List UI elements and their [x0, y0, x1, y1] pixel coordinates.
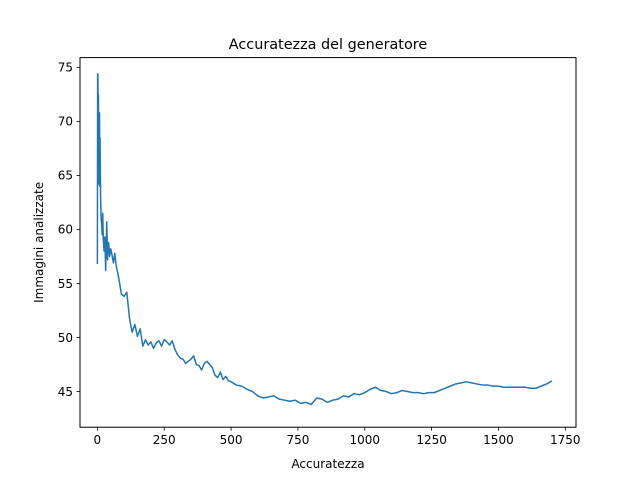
x-tick-label: 0	[94, 433, 102, 447]
y-tick-label: 75	[58, 61, 73, 75]
y-tick-label: 60	[58, 223, 73, 237]
y-tick-label: 55	[58, 277, 73, 291]
y-tick-label: 45	[58, 385, 73, 399]
series-line-0	[96, 73, 553, 406]
x-tick-label: 1500	[483, 433, 514, 447]
chart-title: Accuratezza del generatore	[229, 37, 428, 53]
y-axis-ticks: 45 50 55 60 65 70 75	[58, 61, 80, 399]
x-axis-ticks: 0 250 500 750 1000 1250 1500 1750	[94, 427, 581, 447]
axes-frame	[79, 57, 577, 428]
x-tick-label: 750	[286, 433, 309, 447]
x-tick-label: 250	[153, 433, 176, 447]
x-tick-label: 1250	[416, 433, 447, 447]
y-tick-label: 50	[58, 331, 73, 345]
x-tick-label: 1750	[550, 433, 581, 447]
x-tick-label: 1000	[349, 433, 380, 447]
x-tick-label: 500	[220, 433, 243, 447]
x-axis-label: Accuratezza	[291, 457, 364, 471]
y-tick-label: 65	[58, 169, 73, 183]
y-tick-label: 70	[58, 115, 73, 129]
y-axis-label: Immagini analizzate	[32, 182, 46, 303]
